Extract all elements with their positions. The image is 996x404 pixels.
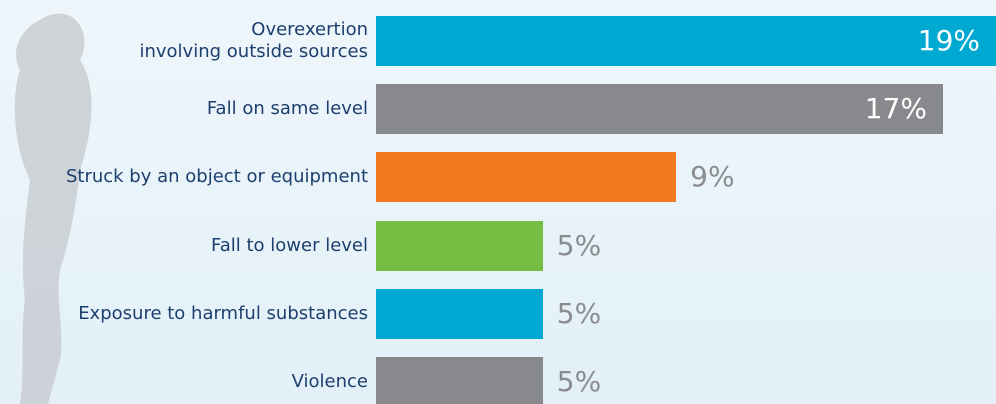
- bar: [376, 289, 543, 339]
- category-label: Exposure to harmful substances: [0, 303, 368, 325]
- value-label: 9%: [690, 162, 734, 192]
- bar: [376, 357, 543, 404]
- bar: [376, 84, 943, 134]
- value-label: 19%: [918, 26, 980, 56]
- page: Overexertion involving outside sources 19…: [0, 0, 996, 404]
- value-label: 5%: [557, 299, 601, 329]
- category-label: Struck by an object or equipment: [0, 166, 368, 188]
- bar: [376, 221, 543, 271]
- value-label: 5%: [557, 231, 601, 261]
- bar: [376, 16, 996, 66]
- category-label: Overexertion involving outside sources: [0, 19, 368, 63]
- value-label: 17%: [865, 94, 927, 124]
- category-label: Fall to lower level: [0, 235, 368, 257]
- bar: [376, 152, 676, 202]
- chart: Overexertion involving outside sources 19…: [0, 0, 996, 404]
- category-label: Fall on same level: [0, 98, 368, 120]
- value-label: 5%: [557, 367, 601, 397]
- category-label: Violence: [0, 371, 368, 393]
